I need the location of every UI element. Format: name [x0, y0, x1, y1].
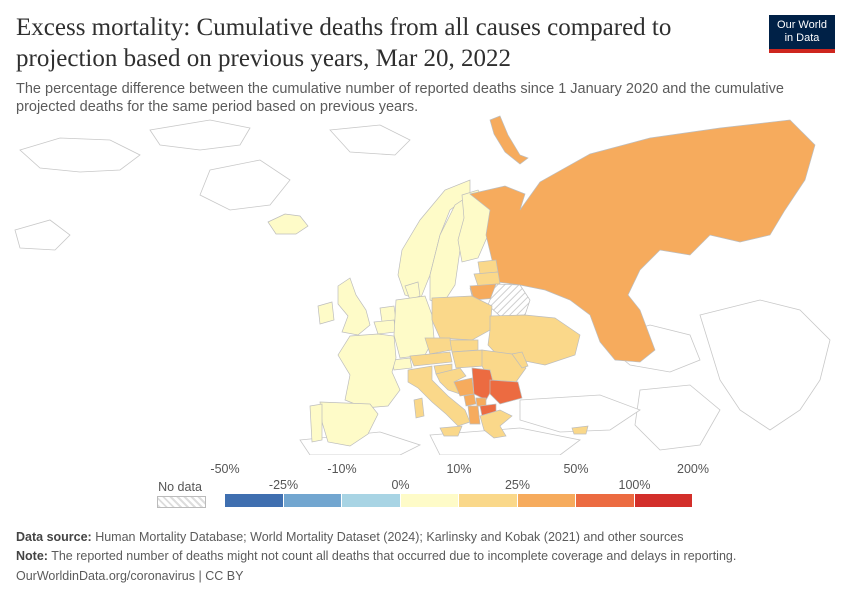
chart-subtitle: The percentage difference between the cu… — [16, 81, 784, 115]
region-spain[interactable] — [319, 401, 379, 447]
region-moldova[interactable] — [511, 351, 529, 369]
region-portugal[interactable] — [309, 403, 323, 443]
logo-line-1: Our World — [777, 19, 827, 31]
legend-no-data-swatch[interactable] — [157, 496, 206, 508]
region-denmark[interactable] — [404, 281, 421, 301]
footer-note: Note: The reported number of deaths migh… — [16, 549, 736, 563]
footer-note-text: The reported number of deaths might not … — [47, 549, 737, 563]
region-italy-sicily[interactable] — [439, 425, 463, 437]
footer-source-label: Data source: — [16, 530, 92, 544]
legend-tick-top-0: -50% — [210, 462, 240, 476]
legend-tick-top-1: -10% — [327, 462, 357, 476]
region-united-kingdom[interactable] — [337, 277, 371, 336]
region-montenegro[interactable] — [463, 393, 477, 407]
region-poland[interactable] — [431, 295, 493, 341]
legend-swatch-0[interactable] — [225, 494, 283, 507]
legend-swatch-2[interactable] — [342, 494, 400, 507]
footer-source-text: Human Mortality Database; World Mortalit… — [91, 530, 684, 544]
region-norway[interactable] — [397, 179, 471, 301]
owid-logo[interactable]: Our World in Data — [769, 15, 835, 53]
region-russia-novaya[interactable] — [489, 115, 529, 165]
region-kosovo[interactable] — [475, 397, 487, 407]
region-greece[interactable] — [479, 409, 513, 439]
region-ukraine[interactable] — [487, 314, 581, 366]
region-austria[interactable] — [409, 351, 453, 367]
logo-line-2: in Data — [784, 32, 820, 44]
region-iceland[interactable] — [267, 213, 309, 235]
legend-swatch-7[interactable] — [634, 494, 692, 507]
legend-tick-top-3: 50% — [563, 462, 589, 476]
map-legend: No data -50% -10% 10% 50% 200% -25% 0% 25% 100% — [0, 458, 850, 518]
legend-tick-bottom-0: -25% — [268, 478, 299, 492]
region-ireland[interactable] — [317, 301, 335, 325]
legend-swatch-3[interactable] — [400, 494, 458, 507]
region-belarus[interactable] — [487, 283, 531, 317]
legend-tick-top-2: 10% — [446, 462, 472, 476]
legend-swatch-4[interactable] — [459, 494, 517, 507]
europe-map — [14, 115, 831, 455]
legend-tick-bottom-2: 25% — [504, 478, 531, 492]
region-cyprus[interactable] — [571, 425, 589, 435]
region-albania[interactable] — [467, 405, 481, 425]
region-france[interactable] — [337, 333, 401, 409]
region-czechia[interactable] — [424, 337, 453, 355]
region-bulgaria[interactable] — [489, 379, 523, 405]
footer-source: Data source: Human Mortality Database; W… — [16, 530, 683, 544]
region-hungary[interactable] — [451, 349, 485, 369]
region-russia[interactable] — [469, 119, 816, 363]
chart-title: Excess mortality: Cumulative deaths from… — [16, 14, 672, 72]
legend-no-data-label: No data — [158, 480, 202, 494]
legend-tick-bottom-3: 100% — [618, 478, 651, 492]
legend-swatch-5[interactable] — [517, 494, 575, 507]
region-italy[interactable] — [407, 365, 471, 427]
footer-url[interactable]: OurWorldinData.org/coronavirus | CC BY — [16, 569, 244, 583]
legend-tick-bottom-1: 0% — [391, 478, 410, 492]
legend-swatch-1[interactable] — [283, 494, 341, 507]
legend-swatch-6[interactable] — [576, 494, 634, 507]
legend-tick-top-4: 200% — [677, 462, 709, 476]
region-belgium[interactable] — [373, 319, 397, 335]
region-netherlands[interactable] — [379, 305, 397, 323]
footer-note-label: Note: — [16, 549, 48, 563]
region-italy-sardinia[interactable] — [413, 397, 425, 419]
